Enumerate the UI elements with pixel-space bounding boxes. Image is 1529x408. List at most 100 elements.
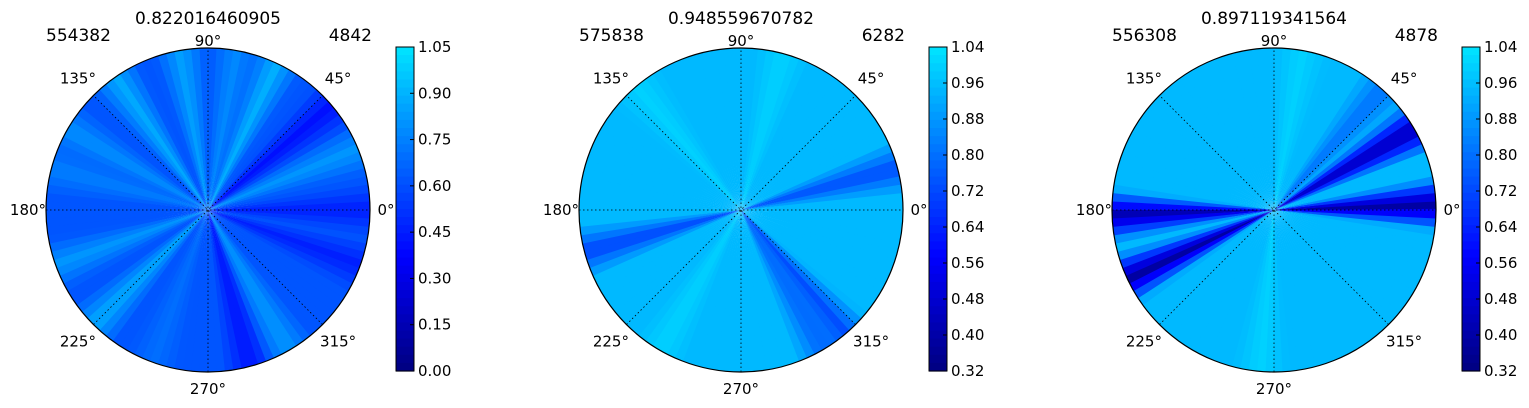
polar-sector <box>208 210 363 269</box>
polar-sector <box>644 74 741 210</box>
polar-sector <box>208 73 304 211</box>
colorbar-segment <box>396 354 414 364</box>
polar-sector <box>1274 128 1419 210</box>
polar-sector <box>71 114 209 210</box>
colorbar-segment <box>396 306 414 315</box>
polar-sector <box>1274 49 1308 210</box>
polar-sector <box>208 210 283 358</box>
polar-sector <box>1137 114 1274 210</box>
colorbar-segment <box>929 306 947 315</box>
polar-sector <box>208 94 329 210</box>
polar-sector <box>92 89 208 210</box>
polar-sector <box>626 210 741 332</box>
polar-sector <box>166 210 208 369</box>
colorbar-segment <box>929 119 947 129</box>
colorbar-segment <box>929 273 947 283</box>
colorbar-segment <box>396 168 414 178</box>
polar-sector <box>589 144 741 210</box>
colorbar-segment <box>1462 322 1480 332</box>
theta-label: 315° <box>320 332 356 350</box>
polar-sector <box>600 210 741 300</box>
colorbar: 0.32 0.40 0.48 0.56 0.64 0.72 0.80 0.88 0.96 1.04 <box>928 38 984 380</box>
polar-sector <box>1142 108 1274 210</box>
polar-sector <box>208 83 317 210</box>
colorbar-segment <box>396 119 414 129</box>
polar-sector <box>72 210 208 307</box>
theta-label: 90° <box>1261 32 1288 50</box>
colorbar-segment <box>929 233 947 242</box>
polar-sector <box>87 210 208 326</box>
polar-sector <box>1274 107 1406 210</box>
polar-sector <box>1274 51 1316 211</box>
colorbar-segment <box>929 257 947 267</box>
polar-sector <box>741 65 822 211</box>
polar-sector <box>1199 62 1274 211</box>
polar-sector <box>741 53 792 211</box>
polar-chart-2: 0° 45° 90° 135° 180° 225° 270° 315° 0.9485596707… <box>543 9 984 398</box>
colorbar-tick-label: 0.88 <box>1484 110 1517 128</box>
polar-sector <box>1119 210 1274 270</box>
colorbar-segment <box>929 362 947 372</box>
colorbar-segment <box>1462 209 1480 218</box>
polar-sector <box>106 210 208 342</box>
colorbar-segment <box>929 209 947 218</box>
polar-sector <box>1274 210 1349 358</box>
polar-sector <box>741 210 903 227</box>
colorbar-segment <box>929 241 947 251</box>
colorbar-tick-label: 1.04 <box>951 38 984 56</box>
colorbar-tick-label: 0.00 <box>418 362 451 380</box>
theta-label: 315° <box>853 332 889 350</box>
polar-sector <box>1193 210 1274 355</box>
polar-sector <box>208 58 274 211</box>
theta-label: 135° <box>1126 70 1162 88</box>
polar-sector <box>208 210 365 261</box>
polar-sector <box>1240 210 1274 371</box>
colorbar-segment <box>396 314 414 323</box>
polar-sector <box>741 73 837 211</box>
colorbar-tick-label: 0.80 <box>1484 146 1517 164</box>
polar-sector <box>741 210 868 319</box>
colorbar-segment <box>1462 152 1480 161</box>
polar-sector <box>208 210 357 284</box>
polar-sector <box>1232 210 1274 369</box>
colorbar-segment <box>396 346 414 356</box>
polar-sector <box>1274 83 1383 210</box>
polar-sector <box>1274 210 1371 346</box>
polar-sector <box>1129 129 1274 210</box>
colorbar-tick-label: 0.32 <box>1484 362 1517 380</box>
colorbar-segment <box>1462 55 1480 64</box>
polar-sector <box>1274 210 1429 269</box>
colorbar-segment <box>929 265 947 275</box>
colorbar-segment <box>1462 249 1480 259</box>
polar-sector <box>1274 55 1333 210</box>
colorbar-segment <box>1462 257 1480 267</box>
polar-sector <box>157 210 208 367</box>
polar-sector <box>1129 210 1274 292</box>
colorbar-frame <box>1461 46 1481 372</box>
polar-field <box>46 48 370 372</box>
polar-sector <box>1274 48 1300 210</box>
colorbar-segment <box>929 184 947 194</box>
polar-sector <box>1112 201 1274 212</box>
polar-sector <box>1274 210 1426 276</box>
polar-sector <box>98 84 208 210</box>
theta-label: 180° <box>10 201 46 219</box>
polar-sector <box>182 210 208 372</box>
polar-sector <box>1274 210 1436 227</box>
polar-sector <box>741 113 877 210</box>
polar-sector <box>51 159 209 210</box>
polar-sector <box>191 210 208 372</box>
colorbar-segment <box>929 168 947 178</box>
colorbar-tick-label: 0.72 <box>1484 182 1517 200</box>
polar-sector <box>126 65 208 210</box>
colorbar-segment <box>396 217 414 226</box>
colorbar-segment <box>396 79 414 89</box>
colorbar-segment <box>929 55 947 64</box>
polar-sector <box>208 78 310 210</box>
polar-sector <box>699 210 741 369</box>
polar-sector <box>46 184 208 210</box>
polar-sector <box>1113 176 1274 210</box>
colorbar-segment <box>1462 168 1480 178</box>
polar-sector <box>1142 210 1274 313</box>
colorbar-segment <box>396 128 414 137</box>
